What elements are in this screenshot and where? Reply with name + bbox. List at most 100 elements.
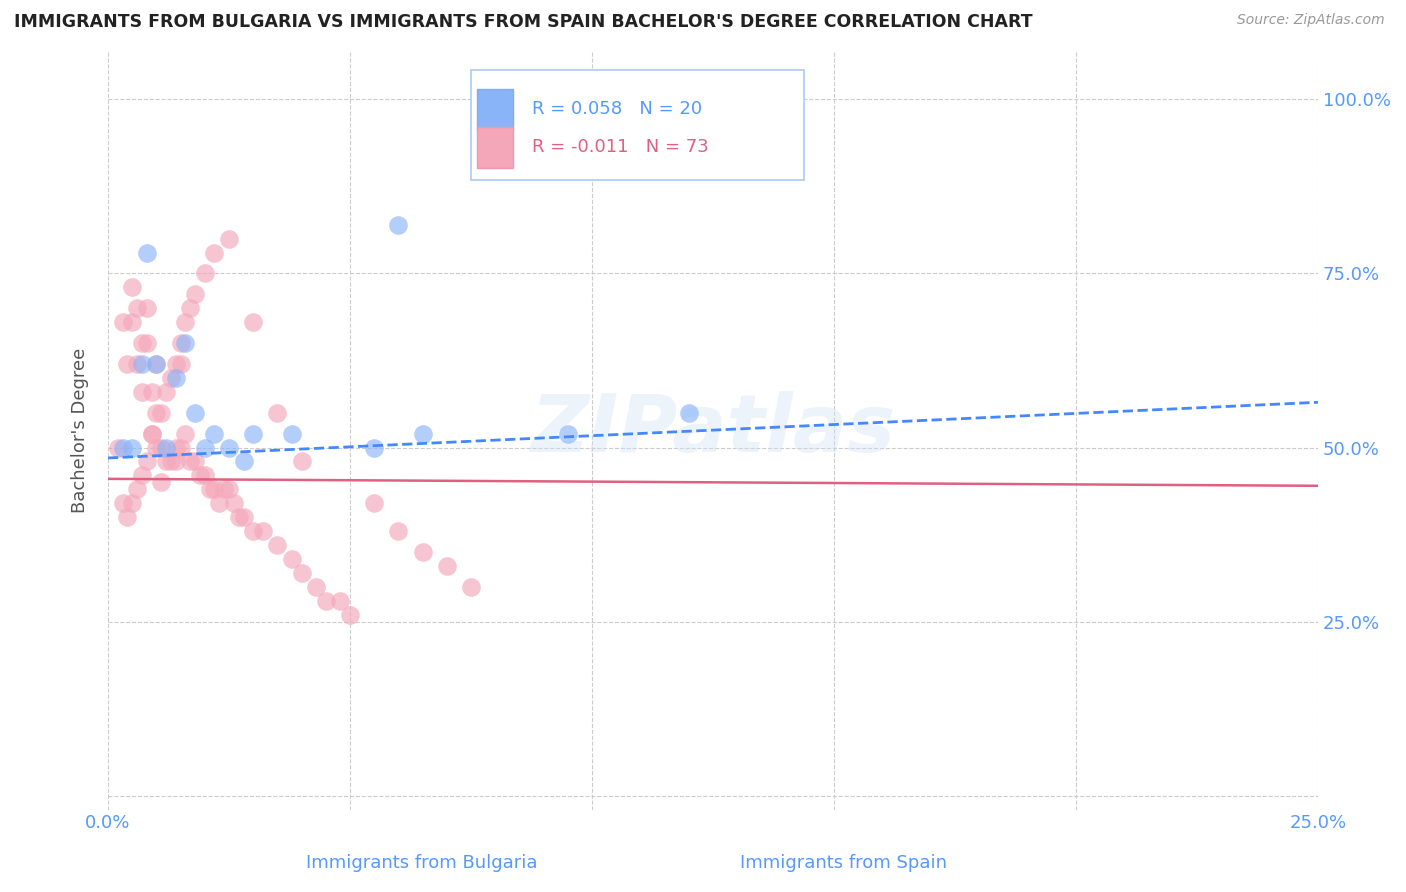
Point xyxy=(266,538,288,552)
Point xyxy=(315,593,337,607)
Point xyxy=(125,301,148,316)
Point xyxy=(412,426,434,441)
Point xyxy=(135,245,157,260)
Point xyxy=(460,580,482,594)
Point xyxy=(155,384,177,399)
Point xyxy=(212,483,235,497)
Point xyxy=(117,357,139,371)
Point xyxy=(155,441,177,455)
Point xyxy=(145,357,167,371)
Point xyxy=(165,441,187,455)
Point xyxy=(125,357,148,371)
Point xyxy=(194,441,217,455)
Point xyxy=(145,406,167,420)
Point xyxy=(117,510,139,524)
Point xyxy=(150,475,173,490)
Point xyxy=(135,454,157,468)
Point xyxy=(107,441,129,455)
Point xyxy=(131,468,153,483)
Point xyxy=(329,593,352,607)
Point xyxy=(165,454,187,468)
Point xyxy=(184,454,207,468)
Point xyxy=(194,267,217,281)
Point xyxy=(155,454,177,468)
Point xyxy=(194,468,217,483)
Point xyxy=(111,315,134,329)
Point xyxy=(222,496,245,510)
Text: Source: ZipAtlas.com: Source: ZipAtlas.com xyxy=(1237,13,1385,28)
Point xyxy=(242,315,264,329)
Point xyxy=(198,483,221,497)
Point xyxy=(242,426,264,441)
Point xyxy=(242,524,264,538)
Point xyxy=(165,357,187,371)
Point xyxy=(160,371,183,385)
Point xyxy=(678,406,700,420)
Point xyxy=(188,468,211,483)
Point xyxy=(232,510,254,524)
Point xyxy=(218,232,240,246)
Point xyxy=(150,441,173,455)
Point xyxy=(135,301,157,316)
Text: R = 0.058   N = 20: R = 0.058 N = 20 xyxy=(531,101,702,119)
Point xyxy=(174,336,197,351)
Point xyxy=(145,441,167,455)
Point xyxy=(266,406,288,420)
Point xyxy=(141,384,163,399)
Point xyxy=(305,580,328,594)
Point xyxy=(557,426,579,441)
Point xyxy=(121,441,143,455)
Point xyxy=(252,524,274,538)
Point xyxy=(179,454,201,468)
Bar xyxy=(477,88,513,130)
Text: IMMIGRANTS FROM BULGARIA VS IMMIGRANTS FROM SPAIN BACHELOR'S DEGREE CORRELATION : IMMIGRANTS FROM BULGARIA VS IMMIGRANTS F… xyxy=(14,13,1032,31)
Point xyxy=(145,357,167,371)
Point xyxy=(131,384,153,399)
Point xyxy=(412,545,434,559)
Point xyxy=(436,558,458,573)
Point xyxy=(281,426,304,441)
Point xyxy=(232,454,254,468)
Point xyxy=(174,426,197,441)
Point xyxy=(184,287,207,301)
Point xyxy=(111,441,134,455)
Point xyxy=(363,441,385,455)
Point xyxy=(179,301,201,316)
Point xyxy=(228,510,250,524)
Point xyxy=(169,357,191,371)
Text: R = -0.011   N = 73: R = -0.011 N = 73 xyxy=(531,138,709,156)
Point xyxy=(169,441,191,455)
Bar xyxy=(477,127,513,169)
Point xyxy=(169,336,191,351)
Text: Immigrants from Bulgaria: Immigrants from Bulgaria xyxy=(307,855,537,872)
Point xyxy=(204,245,226,260)
Point xyxy=(387,218,409,232)
Point xyxy=(150,406,173,420)
Point xyxy=(121,280,143,294)
Text: ZIPatlas: ZIPatlas xyxy=(530,391,896,469)
Point xyxy=(218,441,240,455)
Point xyxy=(131,357,153,371)
Point xyxy=(218,483,240,497)
Point xyxy=(281,552,304,566)
Point xyxy=(141,426,163,441)
Point xyxy=(174,315,197,329)
Point xyxy=(121,496,143,510)
Point xyxy=(111,496,134,510)
Point xyxy=(339,607,361,622)
Point xyxy=(135,336,157,351)
Point xyxy=(165,371,187,385)
Point xyxy=(678,127,700,141)
Point xyxy=(141,426,163,441)
Point xyxy=(160,454,183,468)
Point xyxy=(208,496,231,510)
Point xyxy=(121,315,143,329)
Point xyxy=(204,483,226,497)
Text: Immigrants from Spain: Immigrants from Spain xyxy=(740,855,948,872)
Y-axis label: Bachelor's Degree: Bachelor's Degree xyxy=(72,348,89,513)
FancyBboxPatch shape xyxy=(471,70,804,179)
Point xyxy=(131,336,153,351)
Point xyxy=(184,406,207,420)
Point xyxy=(204,426,226,441)
Point xyxy=(387,524,409,538)
